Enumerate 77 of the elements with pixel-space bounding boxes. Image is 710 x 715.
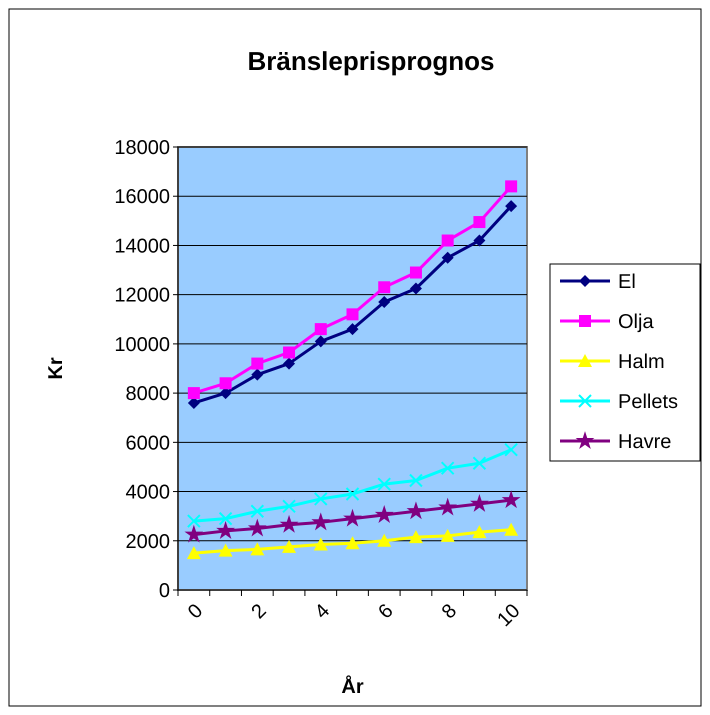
point: [406, 501, 426, 520]
point: [282, 540, 296, 553]
point: [280, 514, 298, 533]
legend-label: Olja: [618, 311, 654, 333]
point: [408, 473, 423, 488]
point: [473, 216, 486, 228]
point: [218, 544, 233, 557]
point: [438, 498, 458, 516]
point: [472, 525, 486, 538]
point: [504, 442, 518, 457]
y-tick-label: 4000: [126, 482, 170, 504]
point: [186, 546, 201, 560]
y-tick-label: 8000: [126, 383, 170, 406]
legend-label: Havre: [618, 431, 672, 453]
legend-label: Pellets: [618, 391, 678, 413]
point: [314, 323, 327, 336]
y-tick-label: 0: [158, 580, 170, 602]
point: [346, 536, 360, 550]
point: [311, 512, 330, 530]
point: [504, 522, 518, 536]
y-tick-label: 14000: [114, 235, 170, 258]
point: [184, 524, 204, 543]
point: [505, 200, 518, 212]
point: [314, 492, 328, 506]
point: [248, 518, 267, 536]
y-axis-title: Kr: [45, 357, 67, 380]
point: [251, 358, 264, 370]
chart-title: Bränsleprisprognos: [247, 46, 495, 76]
point: [250, 504, 264, 518]
point: [220, 377, 232, 390]
legend-label: El: [618, 271, 636, 293]
point: [505, 180, 518, 192]
point: [250, 542, 264, 556]
y-tick-label: 12000: [114, 284, 170, 307]
x-tick-label: 0: [184, 600, 208, 624]
point: [377, 534, 392, 547]
point: [473, 234, 486, 247]
point: [502, 490, 521, 508]
point: [251, 368, 264, 381]
point: [218, 512, 233, 526]
point: [442, 234, 454, 247]
point: [408, 530, 423, 544]
point: [283, 358, 296, 370]
point: [470, 494, 489, 512]
point: [378, 296, 390, 308]
point: [472, 456, 486, 470]
x-axis-title: År: [341, 675, 364, 698]
legend-label: Halm: [618, 351, 665, 373]
y-tick-label: 10000: [114, 334, 170, 356]
point: [346, 308, 358, 320]
point: [283, 346, 296, 359]
x-tick-label: 10: [493, 600, 525, 632]
y-tick-label: 6000: [126, 432, 170, 454]
point: [377, 477, 392, 492]
point: [314, 537, 328, 550]
point: [188, 387, 200, 400]
y-tick-label: 16000: [114, 186, 170, 208]
point: [378, 281, 390, 294]
point: [442, 252, 454, 264]
x-tick-label: 2: [247, 600, 271, 624]
point: [282, 499, 296, 514]
point: [346, 323, 358, 336]
point: [314, 335, 327, 348]
point: [216, 521, 236, 539]
point: [410, 282, 422, 295]
point: [374, 505, 394, 523]
point: [410, 266, 422, 279]
point: [186, 514, 201, 528]
y-tick-label: 2000: [126, 530, 170, 553]
point: [440, 461, 455, 476]
point: [346, 487, 360, 502]
x-tick-label: 6: [374, 600, 398, 624]
x-tick-label: 4: [310, 600, 334, 624]
x-tick-label: 8: [438, 600, 462, 624]
y-tick-label: 18000: [114, 137, 170, 159]
point: [440, 528, 455, 542]
point: [343, 508, 362, 527]
